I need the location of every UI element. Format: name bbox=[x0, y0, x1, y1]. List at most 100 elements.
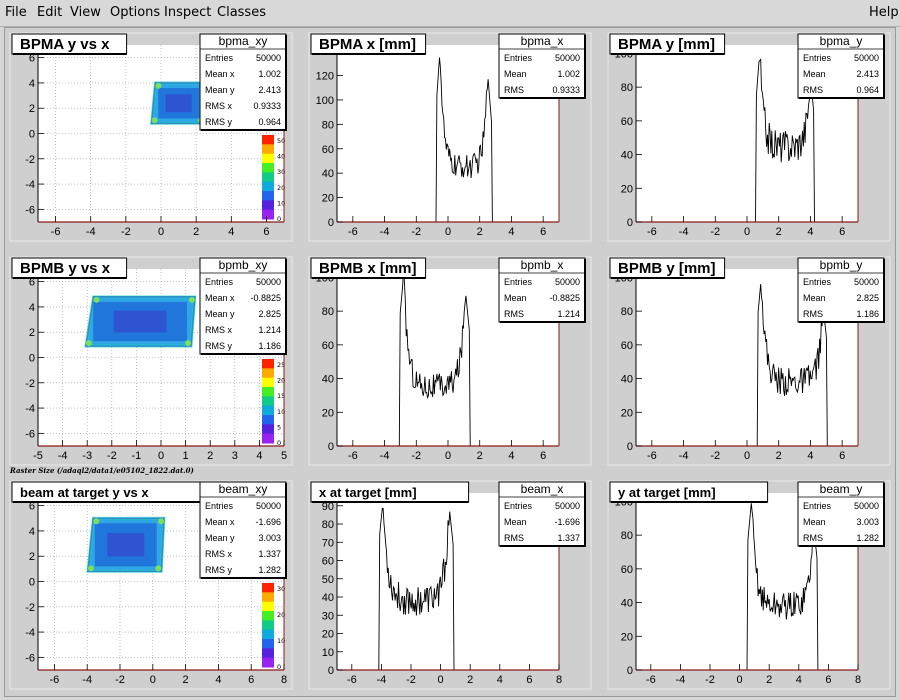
x-tick-label: 0 bbox=[438, 674, 444, 686]
stats-key: Mean y bbox=[205, 85, 235, 95]
y-tick-label: 0 bbox=[29, 353, 35, 365]
y-tick-label: 20 bbox=[621, 407, 633, 419]
menu-file[interactable]: File bbox=[5, 5, 27, 20]
palette-label: 30 bbox=[277, 585, 285, 593]
palette-label: 0 bbox=[277, 439, 281, 447]
x-tick-label: -2 bbox=[411, 226, 421, 238]
stats-value: 0.9333 bbox=[552, 85, 580, 95]
y-tick-label: -2 bbox=[25, 602, 35, 614]
beam-corner-hotspot bbox=[93, 296, 100, 303]
x-tick-label: 0 bbox=[744, 450, 750, 462]
x-tick-label: -2 bbox=[710, 226, 720, 238]
stats-key: Mean bbox=[803, 293, 826, 303]
x-tick-label: 8 bbox=[855, 674, 861, 686]
stats-key: RMS y bbox=[205, 117, 233, 127]
menu-inspect[interactable]: Inspect bbox=[164, 5, 212, 20]
stats-key: Entries bbox=[504, 501, 533, 511]
palette-cell bbox=[262, 387, 274, 397]
x-tick-label: 2 bbox=[766, 674, 772, 686]
y-tick-label: 80 bbox=[621, 306, 633, 318]
palette-label: 50 bbox=[277, 137, 285, 145]
stats-key: RMS bbox=[504, 85, 524, 95]
stats-name: bpma_x bbox=[521, 34, 564, 48]
menu-edit[interactable]: Edit bbox=[37, 5, 63, 20]
stats-value: 2.413 bbox=[856, 69, 879, 79]
x-tick-label: 1 bbox=[183, 450, 189, 462]
palette-label: 10 bbox=[277, 637, 285, 645]
x-tick-label: 4 bbox=[497, 674, 503, 686]
x-tick-label: -5 bbox=[33, 450, 43, 462]
beam-corner-hotspot bbox=[155, 82, 162, 89]
stats-key: RMS bbox=[504, 533, 524, 543]
palette-cell bbox=[262, 415, 274, 425]
palette-cell bbox=[262, 396, 274, 407]
stats-box bbox=[199, 33, 287, 131]
stats-name: bpmb_y bbox=[820, 258, 863, 272]
x-tick-label: 8 bbox=[281, 674, 287, 686]
x-tick-label: -2 bbox=[406, 674, 416, 686]
stats-key: Entries bbox=[205, 53, 234, 63]
x-tick-label: -2 bbox=[107, 450, 117, 462]
stats-value: 2.825 bbox=[856, 293, 879, 303]
stats-value: 50000 bbox=[256, 53, 281, 63]
x-tick-label: -4 bbox=[82, 674, 92, 686]
stats-value: 1.002 bbox=[557, 69, 580, 79]
stats-value: 50000 bbox=[256, 501, 281, 511]
stats-key: RMS bbox=[803, 309, 823, 319]
stats-key: RMS x bbox=[205, 325, 233, 335]
stats-key: Entries bbox=[803, 53, 832, 63]
y-tick-label: 70 bbox=[322, 537, 334, 549]
x-tick-label: -6 bbox=[647, 226, 657, 238]
palette-label: 20 bbox=[277, 611, 285, 619]
menu-classes[interactable]: Classes bbox=[217, 5, 266, 20]
x-tick-label: 2 bbox=[207, 450, 213, 462]
beam-corner-hotspot bbox=[85, 340, 92, 347]
y-tick-label: 20 bbox=[621, 183, 633, 195]
beam-corner-hotspot bbox=[87, 565, 94, 572]
stats-value: 50000 bbox=[854, 501, 879, 511]
menu-options[interactable]: Options bbox=[110, 5, 161, 20]
x-tick-label: 2 bbox=[477, 450, 483, 462]
pad-bpmb_x: -6-4-20246020406080100BPMB x [mm]bpmb_xE… bbox=[308, 256, 592, 466]
x-tick-label: 0 bbox=[445, 226, 451, 238]
stats-value: 1.186 bbox=[856, 309, 879, 319]
y-tick-label: 40 bbox=[322, 374, 334, 386]
x-tick-label: 6 bbox=[540, 226, 546, 238]
x-tick-label: 4 bbox=[508, 450, 514, 462]
stats-value: 50000 bbox=[256, 277, 281, 287]
x-tick-label: 0 bbox=[158, 226, 164, 238]
x-tick-label: 6 bbox=[540, 450, 546, 462]
x-tick-label: 4 bbox=[508, 226, 514, 238]
stats-value: 1.282 bbox=[258, 565, 281, 575]
x-tick-label: 2 bbox=[467, 674, 473, 686]
palette-label: 10 bbox=[277, 199, 285, 207]
menu-view[interactable]: View bbox=[70, 5, 101, 20]
stats-key: Mean x bbox=[205, 293, 235, 303]
stats-value: 50000 bbox=[854, 53, 879, 63]
palette-cell bbox=[262, 209, 274, 220]
stats-key: RMS bbox=[803, 85, 823, 95]
y-tick-label: 80 bbox=[621, 530, 633, 542]
y-tick-label: 0 bbox=[627, 665, 633, 677]
stats-value: 50000 bbox=[854, 277, 879, 287]
stats-key: Mean bbox=[504, 69, 527, 79]
palette-cell bbox=[262, 181, 274, 192]
palette-label: 10 bbox=[277, 408, 285, 416]
y-tick-label: 60 bbox=[322, 144, 334, 156]
chart-title: BPMA x [mm] bbox=[319, 36, 416, 53]
pad-bpma_x: -6-4-20246020406080100120140BPMA x [mm]b… bbox=[308, 32, 592, 242]
stats-value: 2.825 bbox=[258, 309, 281, 319]
stats-key: Entries bbox=[205, 277, 234, 287]
x-tick-label: 0 bbox=[150, 674, 156, 686]
chart-title: BPMB y vs x bbox=[20, 260, 111, 277]
y-tick-label: 4 bbox=[29, 78, 35, 90]
beam-spot-edge bbox=[84, 295, 197, 348]
menu-help[interactable]: Help bbox=[869, 5, 899, 20]
y-tick-label: 50 bbox=[322, 574, 334, 586]
y-tick-label: -2 bbox=[25, 154, 35, 166]
stats-key: Mean x bbox=[205, 69, 235, 79]
stats-value: 3.003 bbox=[258, 533, 281, 543]
stats-name: bpmb_xy bbox=[219, 258, 268, 272]
stats-box bbox=[498, 481, 586, 547]
x-tick-label: 6 bbox=[248, 674, 254, 686]
